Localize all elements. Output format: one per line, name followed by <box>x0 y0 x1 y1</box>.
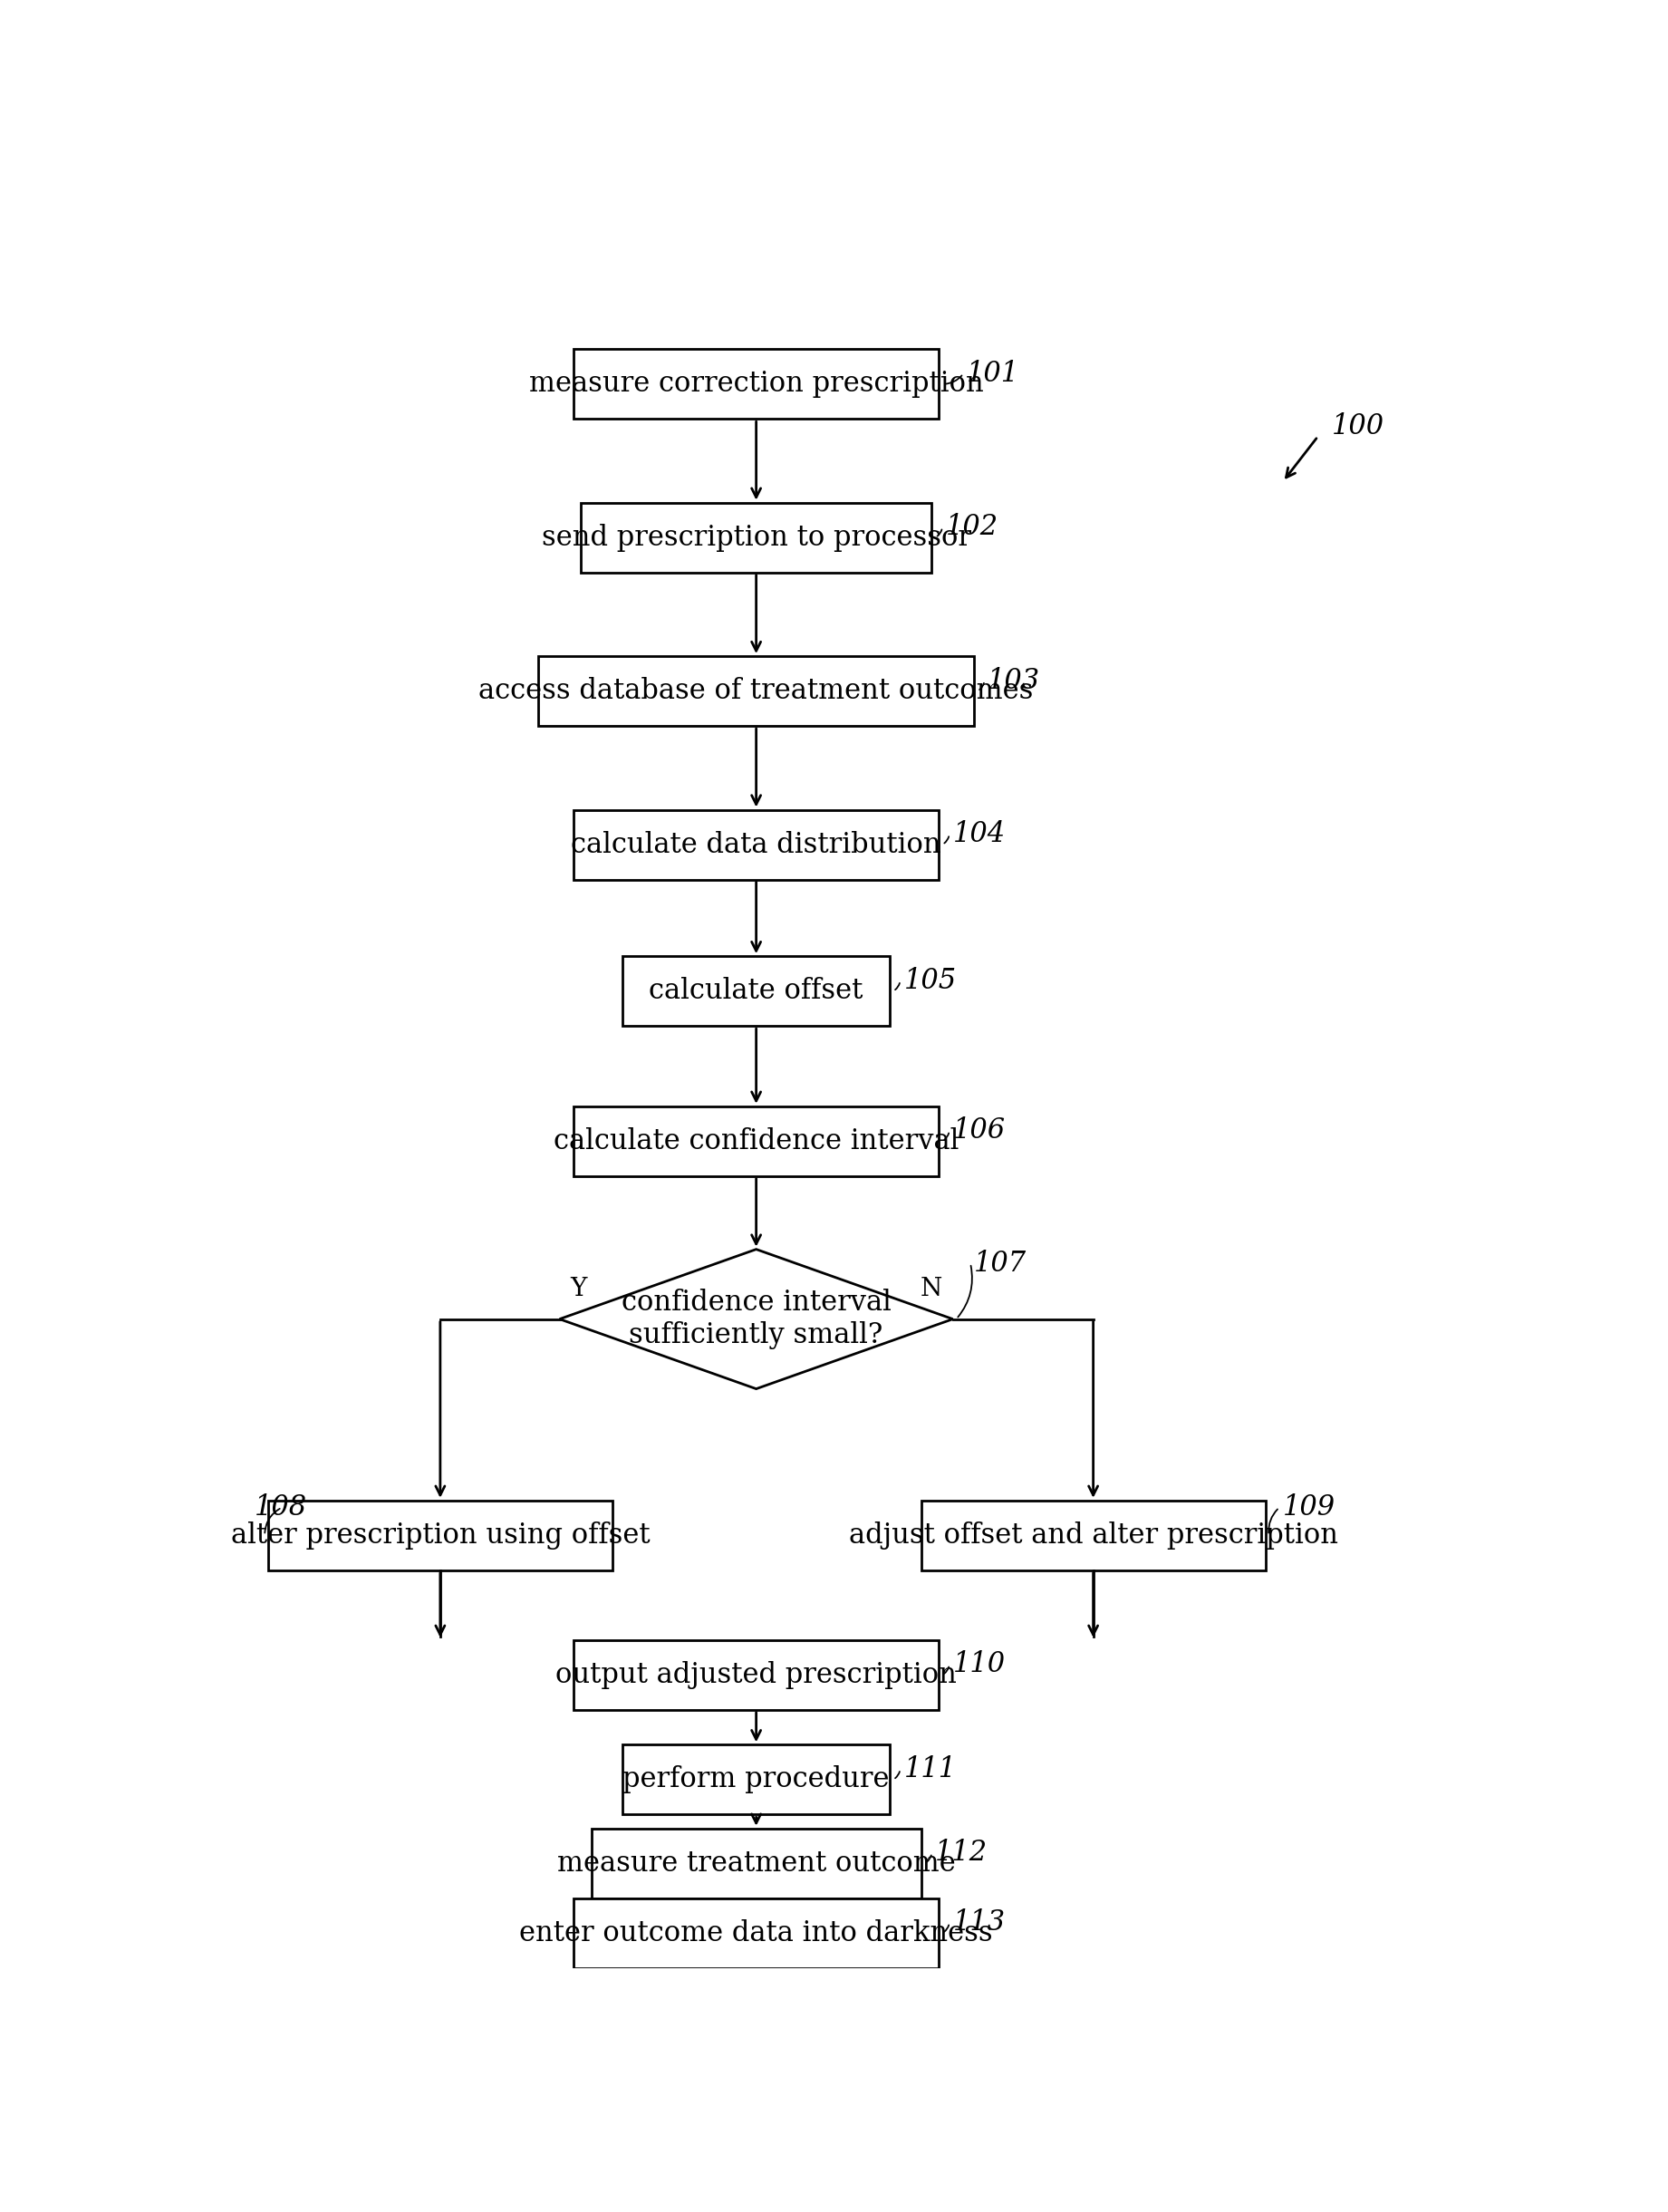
Text: calculate data distribution: calculate data distribution <box>570 830 941 858</box>
Text: 103: 103 <box>987 666 1041 695</box>
Text: access database of treatment outcomes: access database of treatment outcomes <box>479 677 1034 706</box>
Bar <box>574 1639 939 1710</box>
Text: output adjusted prescription: output adjusted prescription <box>555 1661 957 1690</box>
Bar <box>269 1500 612 1571</box>
Bar <box>574 1898 939 1969</box>
Bar <box>574 349 939 418</box>
Text: Y: Y <box>570 1276 587 1301</box>
Text: alter prescription using offset: alter prescription using offset <box>230 1522 651 1548</box>
Text: calculate confidence interval: calculate confidence interval <box>554 1128 959 1155</box>
Bar <box>921 1500 1266 1571</box>
Text: measure treatment outcome: measure treatment outcome <box>557 1849 956 1878</box>
Text: 111: 111 <box>904 1754 956 1783</box>
Text: 100: 100 <box>1333 411 1384 440</box>
Bar <box>590 1829 921 1898</box>
Text: 101: 101 <box>967 361 1019 387</box>
Text: enter outcome data into darkness: enter outcome data into darkness <box>519 1920 992 1947</box>
Bar <box>574 1106 939 1177</box>
Text: 104: 104 <box>952 821 1006 847</box>
Text: 108: 108 <box>254 1493 307 1522</box>
Text: 112: 112 <box>936 1838 987 1867</box>
Bar <box>622 1745 889 1814</box>
Text: send prescription to processor: send prescription to processor <box>542 524 971 551</box>
Bar <box>622 956 889 1026</box>
Bar <box>539 657 974 726</box>
Text: perform procedure: perform procedure <box>622 1765 889 1794</box>
Text: calculate offset: calculate offset <box>649 978 864 1004</box>
Text: 107: 107 <box>974 1250 1026 1276</box>
Text: N: N <box>921 1276 942 1301</box>
Text: 105: 105 <box>904 967 956 995</box>
Text: adjust offset and alter prescription: adjust offset and alter prescription <box>849 1522 1338 1548</box>
Bar <box>580 502 932 573</box>
Text: 102: 102 <box>946 513 999 542</box>
Text: 110: 110 <box>952 1650 1006 1679</box>
Text: 109: 109 <box>1283 1493 1336 1522</box>
Text: measure correction prescription: measure correction prescription <box>529 369 984 398</box>
Text: confidence interval
sufficiently small?: confidence interval sufficiently small? <box>620 1290 891 1349</box>
Text: 106: 106 <box>952 1117 1006 1146</box>
Bar <box>574 810 939 880</box>
Polygon shape <box>559 1250 952 1389</box>
Text: 113: 113 <box>952 1909 1006 1938</box>
